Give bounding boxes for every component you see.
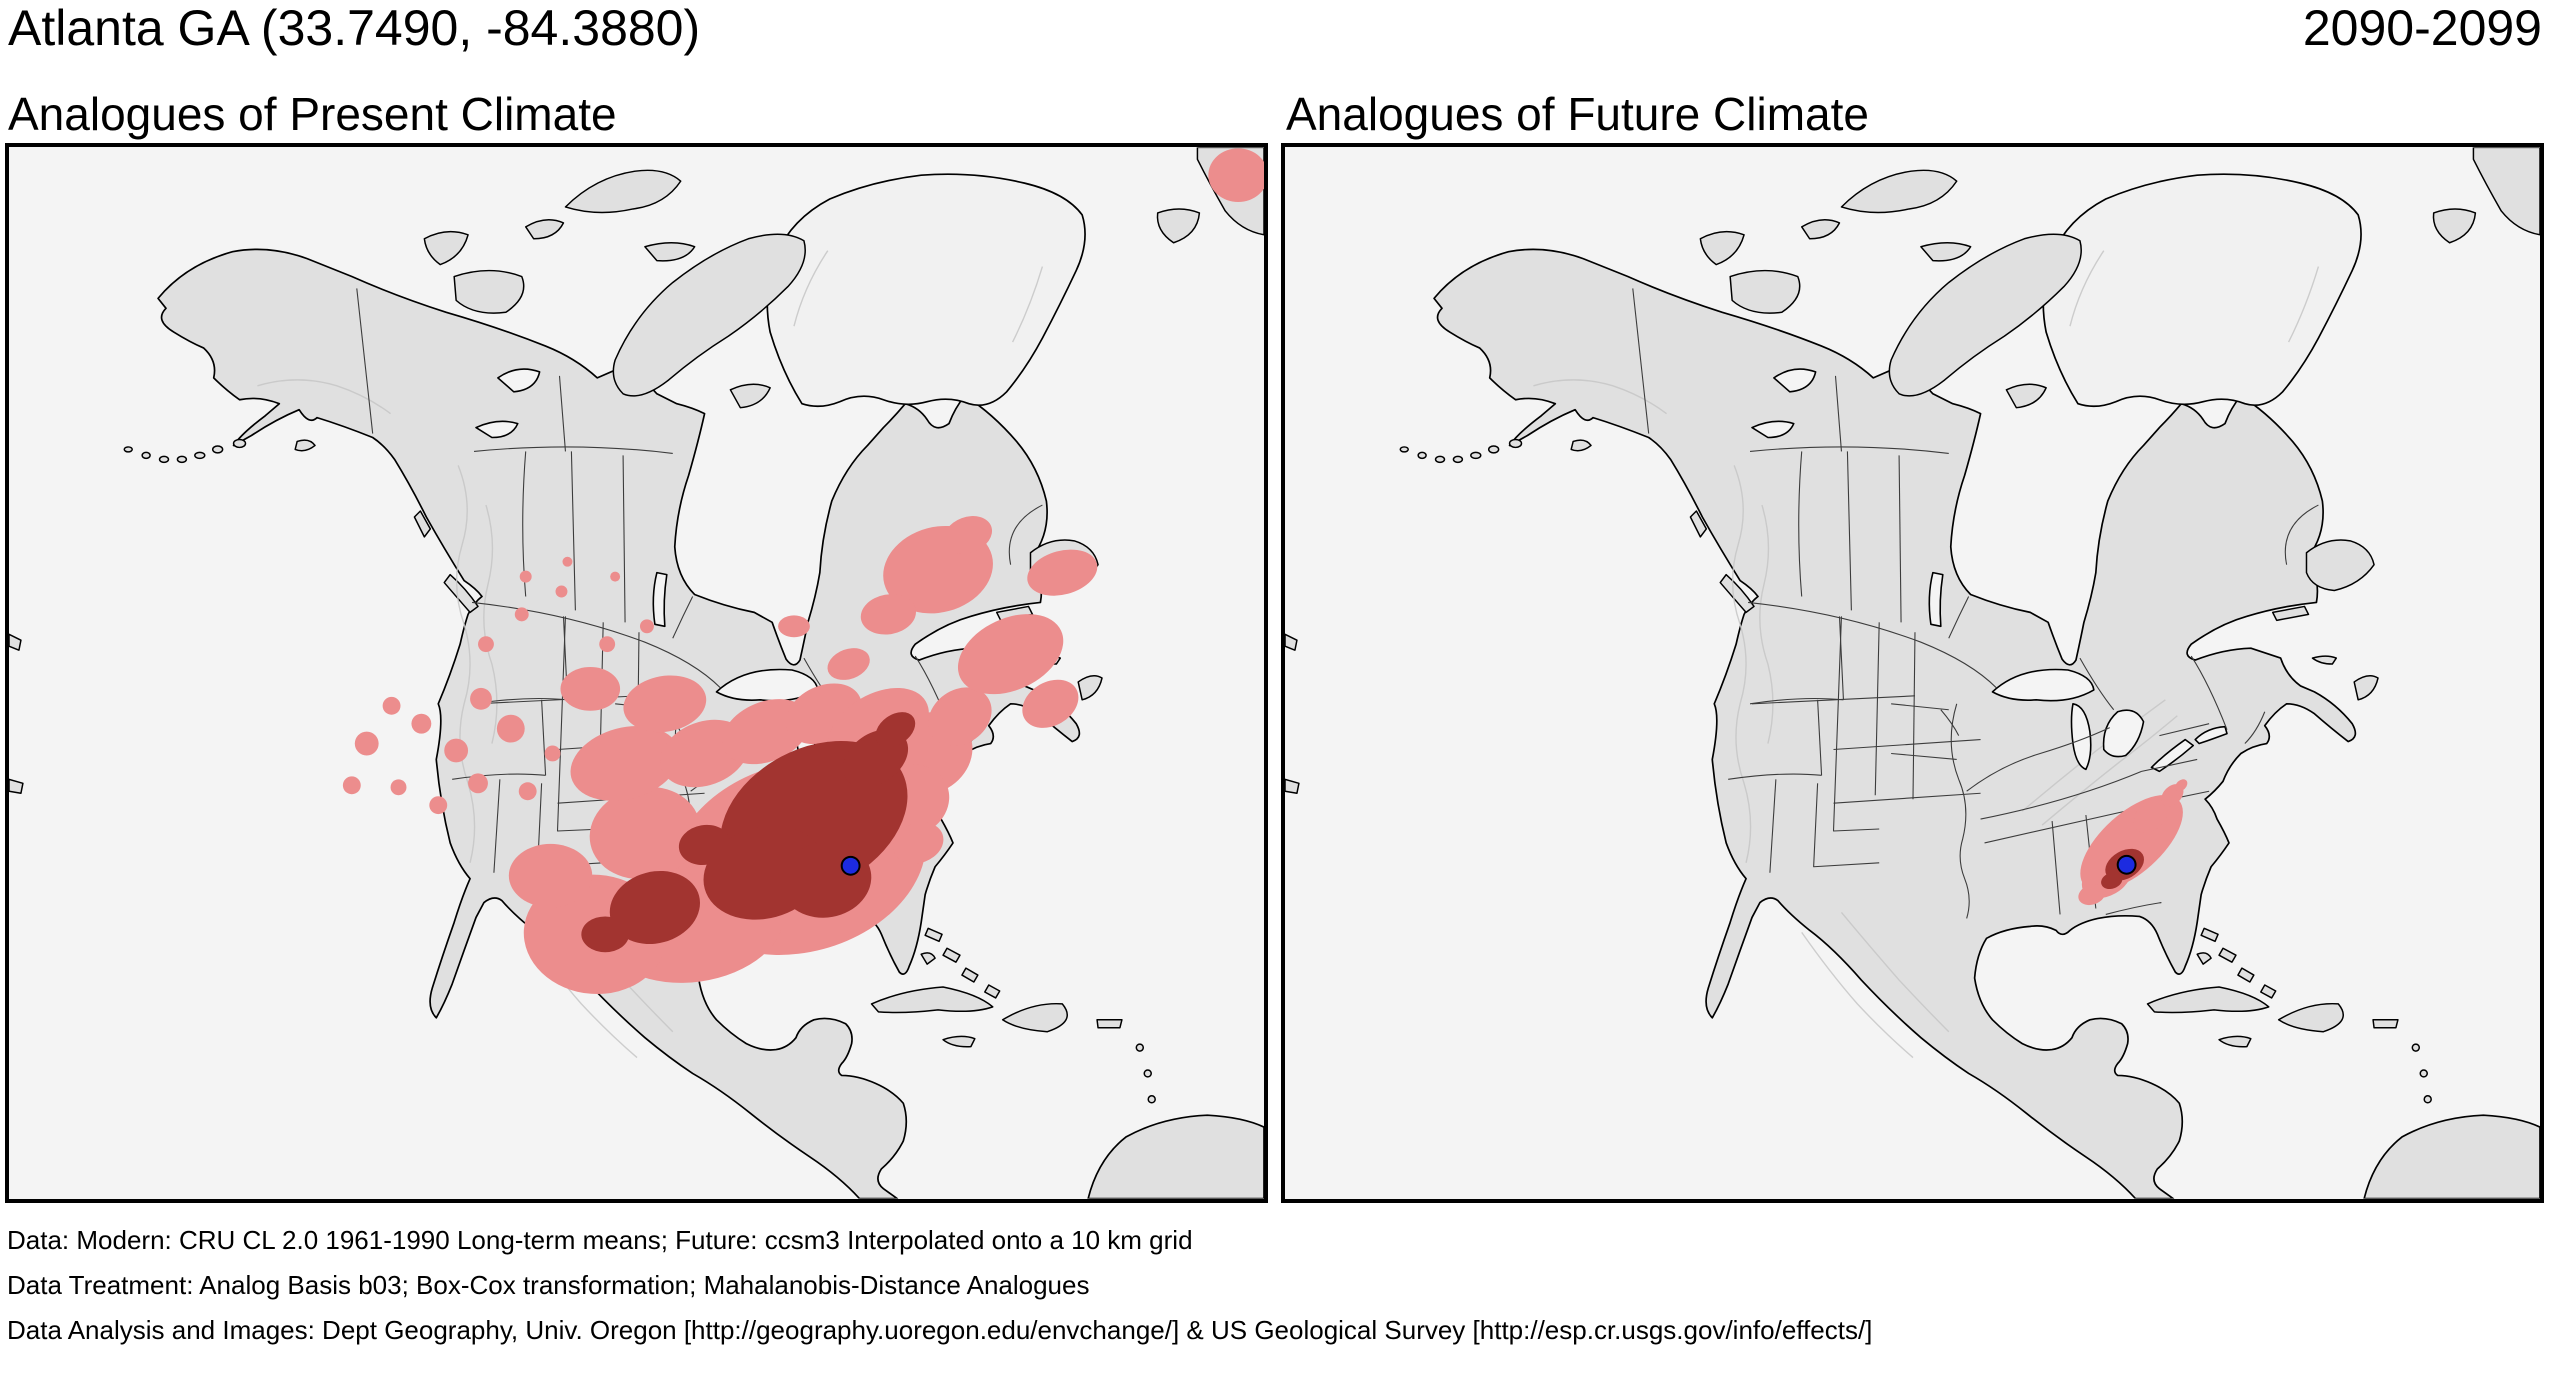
- panel-title-present: Analogues of Present Climate: [8, 88, 617, 140]
- panel-title-future: Analogues of Future Climate: [1286, 88, 1869, 140]
- footer-line-data: Data: Modern: CRU CL 2.0 1961-1990 Long-…: [7, 1225, 1193, 1255]
- period-label: 2090-2099: [2302, 0, 2542, 56]
- atlanta-marker-present: [840, 855, 861, 876]
- footer-line-treatment: Data Treatment: Analog Basis b03; Box-Co…: [7, 1270, 1090, 1300]
- analog-iceland-patch: [1208, 148, 1264, 202]
- page-title: Atlanta GA (33.7490, -84.3880): [8, 0, 701, 56]
- map-future-svg: [1285, 147, 2540, 1199]
- footer-credits: Data: Modern: CRU CL 2.0 1961-1990 Long-…: [7, 1218, 1872, 1353]
- basemap: [1285, 147, 2540, 1198]
- atlanta-marker-future: [2116, 854, 2137, 875]
- map-present-svg: [9, 147, 1264, 1199]
- footer-line-analysis: Data Analysis and Images: Dept Geography…: [7, 1315, 1873, 1345]
- map-future-climate: [1281, 143, 2544, 1203]
- basemap: [9, 147, 1264, 1198]
- map-present-climate: [5, 143, 1268, 1203]
